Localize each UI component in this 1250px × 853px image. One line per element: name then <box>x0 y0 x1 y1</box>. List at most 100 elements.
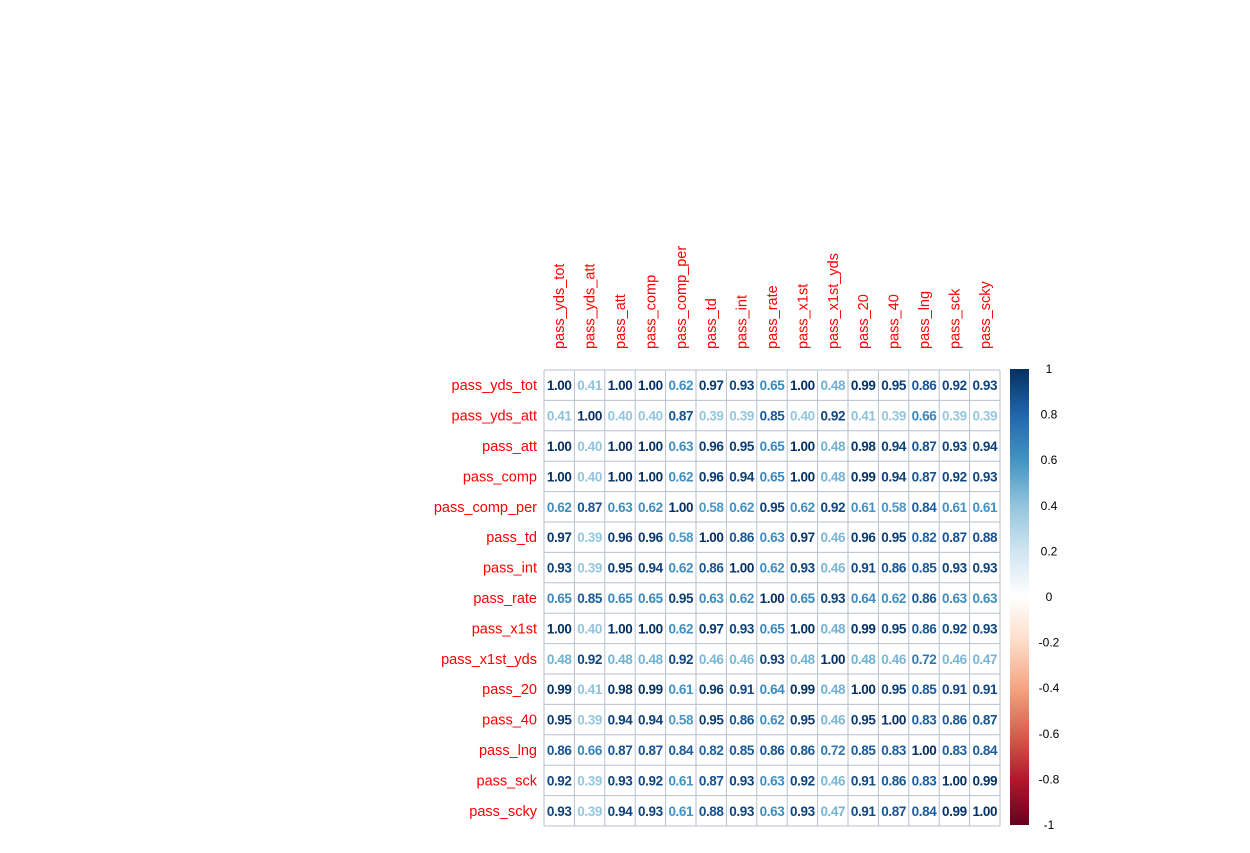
cell-value-pass_att-pass_comp: 1.00 <box>638 439 663 454</box>
cell-value-pass_lng-pass_20: 0.85 <box>851 743 877 758</box>
cell-value-pass_sck-pass_yds_tot: 0.92 <box>547 773 572 788</box>
cell-value-pass_comp_per-pass_rate: 0.95 <box>760 500 786 515</box>
cell-value-pass_rate-pass_att: 0.65 <box>608 591 634 606</box>
cell-value-pass_40-pass_comp: 0.94 <box>638 713 664 728</box>
cell-value-pass_comp-pass_lng: 0.87 <box>912 469 937 484</box>
cell-value-pass_int-pass_int: 1.00 <box>729 561 754 576</box>
cell-value-pass_comp-pass_sck: 0.92 <box>942 469 967 484</box>
row-label-pass_x1st_yds: pass_x1st_yds <box>441 652 537 668</box>
cell-value-pass_td-pass_lng: 0.82 <box>912 530 937 545</box>
cell-value-pass_lng-pass_comp: 0.87 <box>638 743 663 758</box>
cell-value-pass_sck-pass_20: 0.91 <box>851 773 877 788</box>
cell-value-pass_yds_tot-pass_comp_per: 0.62 <box>668 378 693 393</box>
cell-value-pass_scky-pass_sck: 0.99 <box>942 804 967 819</box>
cell-value-pass_att-pass_int: 0.95 <box>729 439 755 454</box>
cell-value-pass_yds_tot-pass_lng: 0.86 <box>912 378 938 393</box>
column-label-pass_comp: pass_comp <box>643 275 659 349</box>
cell-value-pass_yds_tot-pass_int: 0.93 <box>729 378 755 393</box>
cell-value-pass_x1st-pass_comp_per: 0.62 <box>668 621 693 636</box>
cell-value-pass_int-pass_x1st_yds: 0.46 <box>820 561 846 576</box>
cell-value-pass_x1st-pass_yds_att: 0.40 <box>577 621 602 636</box>
cell-value-pass_comp_per-pass_td: 0.58 <box>699 500 725 515</box>
cell-value-pass_int-pass_yds_att: 0.39 <box>577 561 602 576</box>
cell-value-pass_comp-pass_comp: 1.00 <box>638 469 663 484</box>
legend-tick-label: -0.2 <box>1039 636 1060 650</box>
cell-value-pass_rate-pass_yds_att: 0.85 <box>577 591 603 606</box>
column-label-pass_att: pass_att <box>613 294 629 349</box>
cell-value-pass_yds_att-pass_20: 0.41 <box>851 409 877 424</box>
legend-tick-label: 0.6 <box>1041 453 1058 467</box>
column-label-pass_sck: pass_sck <box>947 288 963 349</box>
cell-value-pass_rate-pass_20: 0.64 <box>851 591 877 606</box>
cell-value-pass_20-pass_20: 1.00 <box>851 682 876 697</box>
cell-value-pass_rate-pass_x1st: 0.65 <box>790 591 816 606</box>
cell-value-pass_40-pass_yds_att: 0.39 <box>577 713 602 728</box>
cell-value-pass_x1st_yds-pass_rate: 0.93 <box>760 652 786 667</box>
cell-value-pass_td-pass_att: 0.96 <box>608 530 634 545</box>
cell-value-pass_td-pass_40: 0.95 <box>881 530 907 545</box>
cell-value-pass_x1st_yds-pass_scky: 0.47 <box>972 652 997 667</box>
cell-value-pass_20-pass_rate: 0.64 <box>760 682 786 697</box>
cell-value-pass_comp-pass_comp_per: 0.62 <box>668 469 693 484</box>
cell-value-pass_att-pass_scky: 0.94 <box>972 439 998 454</box>
cell-value-pass_yds_att-pass_sck: 0.39 <box>942 409 967 424</box>
cell-value-pass_x1st_yds-pass_att: 0.48 <box>608 652 634 667</box>
cell-value-pass_sck-pass_40: 0.86 <box>881 773 907 788</box>
cell-value-pass_sck-pass_x1st: 0.92 <box>790 773 815 788</box>
correlation-grid <box>543 369 1001 827</box>
cell-value-pass_x1st_yds-pass_x1st_yds: 1.00 <box>820 652 845 667</box>
column-label-pass_td: pass_td <box>704 298 720 349</box>
row-label-pass_att: pass_att <box>482 439 537 455</box>
cell-value-pass_att-pass_x1st: 1.00 <box>790 439 815 454</box>
cell-value-pass_40-pass_yds_tot: 0.95 <box>547 713 573 728</box>
cell-value-pass_sck-pass_sck: 1.00 <box>942 773 967 788</box>
cell-value-pass_yds_att-pass_yds_tot: 0.41 <box>547 409 573 424</box>
cell-value-pass_att-pass_yds_att: 0.40 <box>577 439 602 454</box>
cell-value-pass_comp_per-pass_int: 0.62 <box>729 500 754 515</box>
cell-value-pass_comp_per-pass_comp_per: 1.00 <box>668 500 693 515</box>
cell-value-pass_yds_tot-pass_yds_att: 0.41 <box>577 378 603 393</box>
cell-value-pass_yds_tot-pass_yds_tot: 1.00 <box>547 378 572 393</box>
row-label-pass_yds_att: pass_yds_att <box>452 409 537 425</box>
cell-value-pass_sck-pass_comp_per: 0.61 <box>668 773 694 788</box>
cell-value-pass_comp-pass_rate: 0.65 <box>760 469 786 484</box>
correlation-cells: 1.00 0.41 1.00 1.00 0.62 0.97 0.93 0.65 1.00 0.48… <box>547 378 999 819</box>
cell-value-pass_scky-pass_yds_att: 0.39 <box>577 804 602 819</box>
column-label-pass_x1st_yds: pass_x1st_yds <box>826 253 842 349</box>
cell-value-pass_scky-pass_td: 0.88 <box>699 804 725 819</box>
legend-tick-label: -0.8 <box>1039 772 1060 786</box>
cell-value-pass_lng-pass_x1st: 0.86 <box>790 743 816 758</box>
cell-value-pass_x1st_yds-pass_comp: 0.48 <box>638 652 664 667</box>
row-label-pass_20: pass_20 <box>482 682 537 698</box>
cell-value-pass_x1st-pass_comp: 1.00 <box>638 621 663 636</box>
cell-value-pass_scky-pass_comp: 0.93 <box>638 804 664 819</box>
cell-value-pass_int-pass_att: 0.95 <box>608 561 634 576</box>
cell-value-pass_x1st-pass_lng: 0.86 <box>912 621 938 636</box>
cell-value-pass_att-pass_lng: 0.87 <box>912 439 937 454</box>
cell-value-pass_lng-pass_comp_per: 0.84 <box>668 743 694 758</box>
cell-value-pass_lng-pass_td: 0.82 <box>699 743 724 758</box>
cell-value-pass_20-pass_yds_att: 0.41 <box>577 682 603 697</box>
cell-value-pass_x1st-pass_x1st_yds: 0.48 <box>820 621 846 636</box>
cell-value-pass_x1st-pass_x1st: 1.00 <box>790 621 815 636</box>
cell-value-pass_40-pass_att: 0.94 <box>608 713 634 728</box>
cell-value-pass_att-pass_sck: 0.93 <box>942 439 968 454</box>
cell-value-pass_x1st-pass_yds_tot: 1.00 <box>547 621 572 636</box>
cell-value-pass_x1st-pass_sck: 0.92 <box>942 621 967 636</box>
cell-value-pass_x1st-pass_20: 0.99 <box>851 621 876 636</box>
cell-value-pass_20-pass_att: 0.98 <box>608 682 634 697</box>
column-labels: pass_yds_tot pass_yds_att pass_att pass_com… <box>552 246 994 349</box>
cell-value-pass_yds_att-pass_x1st_yds: 0.92 <box>820 409 845 424</box>
cell-value-pass_rate-pass_scky: 0.63 <box>972 591 998 606</box>
cell-value-pass_40-pass_td: 0.95 <box>699 713 725 728</box>
cell-value-pass_comp_per-pass_yds_att: 0.87 <box>577 500 602 515</box>
cell-value-pass_20-pass_lng: 0.85 <box>912 682 938 697</box>
cell-value-pass_40-pass_x1st_yds: 0.46 <box>820 713 846 728</box>
cell-value-pass_yds_tot-pass_td: 0.97 <box>699 378 724 393</box>
row-label-pass_rate: pass_rate <box>473 591 537 607</box>
cell-value-pass_x1st_yds-pass_x1st: 0.48 <box>790 652 816 667</box>
cell-value-pass_x1st-pass_rate: 0.65 <box>760 621 786 636</box>
row-label-pass_td: pass_td <box>486 530 537 546</box>
cell-value-pass_lng-pass_40: 0.83 <box>881 743 907 758</box>
